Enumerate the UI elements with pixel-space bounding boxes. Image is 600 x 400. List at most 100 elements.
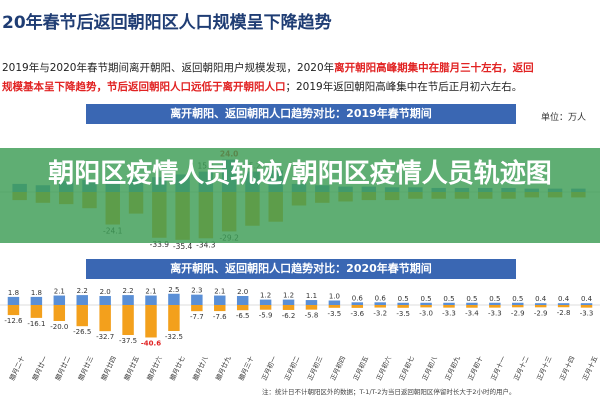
x-tick-label: 正月初二 (282, 354, 301, 382)
data-label: -35.4 (173, 242, 193, 249)
bar-return-2020 (580, 305, 593, 308)
bar-leave-2020 (443, 302, 455, 305)
overlay-title: 朝阳区疫情人员轨迹/朝阳区疫情人员轨迹图 (48, 159, 552, 189)
bar-leave-2020 (466, 302, 478, 305)
data-label: -7.6 (213, 313, 227, 321)
bar-leave-2020 (351, 302, 364, 305)
data-label: 0.4 (581, 295, 593, 303)
x-tick-label: 腊月廿九 (213, 354, 232, 382)
bar-return-2020 (534, 305, 547, 308)
x-tick-label: 腊月廿二 (53, 354, 72, 382)
x-tick-label: 正月初六 (374, 354, 393, 382)
bar-leave-2020 (99, 296, 111, 305)
description-text: 2019年与2020年春节期间离开朝阳、返回朝阳用户规模发现，2020年 (2, 62, 335, 74)
bar-leave-2020 (328, 300, 341, 305)
x-tick-label: 腊月二十 (7, 354, 26, 382)
description-line-1: 2019年与2020年春节期间离开朝阳、返回朝阳用户规模发现，2020年离开朝阳… (2, 60, 598, 75)
x-tick-label: 正月初十 (466, 354, 485, 382)
x-tick-label: 正月初八 (420, 354, 439, 382)
bar-return-2020 (53, 305, 66, 321)
data-label: -34.3 (196, 240, 216, 249)
bar-return-2020 (214, 305, 226, 312)
x-tick-label: 腊月廿四 (99, 354, 118, 381)
bar-leave-2020 (236, 296, 249, 305)
bar-leave-2020 (214, 295, 226, 305)
description-text: ；2019年返回朝阳高峰集中在节后正月初六左右。 (285, 81, 523, 93)
bar-leave-2020 (7, 296, 20, 305)
bar-return-2020 (420, 305, 432, 308)
unit-label: 单位：万人 (540, 113, 586, 123)
bar-return-2020 (466, 305, 478, 308)
data-label: 2.2 (123, 287, 134, 295)
data-label: -32.5 (165, 333, 183, 341)
bar-leave-2020 (534, 303, 547, 305)
data-label: 2.2 (77, 287, 88, 295)
data-label: -3.3 (442, 310, 456, 318)
bar-leave-2020 (512, 302, 524, 305)
bar-leave-2020 (191, 294, 203, 305)
bar-return-2020 (489, 305, 501, 308)
bar-leave-2020 (30, 296, 43, 305)
bar-return-2020 (351, 305, 364, 308)
data-label: -2.8 (557, 309, 571, 317)
data-label: -5.9 (259, 312, 273, 320)
bar-return-2020 (443, 305, 455, 308)
data-label: 2.1 (145, 288, 156, 296)
bar-leave-2020 (305, 300, 318, 305)
x-tick-label: 腊月廿八 (191, 354, 210, 382)
x-tick-label: 正月十四 (557, 354, 576, 381)
x-tick-label: 腊月廿五 (122, 354, 141, 382)
bar-leave-2020 (374, 302, 386, 305)
bar-leave-2020 (76, 295, 88, 305)
x-tick-label: 正月十一 (489, 354, 508, 382)
data-label: 1.8 (31, 289, 42, 297)
data-label: -12.6 (4, 317, 23, 325)
data-label: 2.0 (237, 288, 248, 296)
data-label: 0.5 (443, 295, 454, 303)
data-label: -16.1 (27, 320, 45, 328)
data-label: -20.0 (50, 323, 68, 331)
data-label: 2.3 (191, 287, 202, 295)
x-tick-label: 腊月廿七 (168, 354, 187, 382)
chart-2020: 1.8 1.8 2.1 2.2 2.0 2.2 2.1 2.5 2.3 2.1 2.0 1.2 1.2 1… (0, 286, 600, 382)
x-tick-label: 正月初四 (328, 354, 347, 381)
page-title: 20年春节后返回朝阳区人口规模呈下降趋势 (2, 13, 332, 33)
data-label: -7.7 (190, 313, 204, 321)
bar-leave-2020 (557, 303, 570, 305)
data-label: -37.5 (119, 337, 137, 345)
footnote: 注：统计日不计朝阳区外的数据；T-1/T-2为当日返回朝阳区停留时长大于2小时的… (262, 388, 516, 396)
x-tick-label: 正月初五 (351, 354, 370, 382)
data-label: -40.6 (141, 339, 161, 347)
bar-return-2020 (512, 305, 524, 308)
x-tick-label: 腊月廿一 (30, 354, 49, 382)
data-label: -3.4 (465, 310, 479, 318)
bar-return-2020 (236, 305, 249, 311)
bar-return-2020 (168, 305, 180, 331)
bar-return-2020 (305, 305, 318, 310)
data-label: -5.8 (305, 312, 319, 320)
description-line-2: 规模基本呈下降趋势，节后返回朝阳人口远低于离开朝阳人口；2019年返回朝阳高峰集… (2, 79, 598, 94)
bar-leave-2020 (259, 299, 272, 305)
data-label: -26.5 (73, 328, 91, 336)
x-tick-label: 正月初三 (305, 354, 324, 382)
x-tick-label: 正月十二 (511, 354, 530, 382)
data-label: -3.6 (350, 310, 364, 318)
data-label: -3.5 (328, 310, 342, 318)
data-label: -6.2 (282, 312, 296, 320)
data-label: 2.1 (54, 288, 65, 296)
bar-return-2020 (145, 305, 157, 338)
x-tick-label: 腊月廿六 (145, 354, 164, 382)
x-tick-label: 正月初一 (259, 354, 278, 382)
bar-return-2020 (30, 305, 43, 318)
data-label: -3.2 (373, 310, 387, 318)
data-label: 0.5 (421, 295, 432, 303)
description-highlight: 规模基本呈下降趋势，节后返回朝阳人口远低于离开朝阳人口 (2, 81, 286, 93)
bar-leave-2020 (420, 302, 432, 305)
data-label: 0.6 (375, 294, 387, 302)
data-label: 0.5 (398, 295, 409, 303)
data-label: 1.2 (283, 292, 294, 300)
data-label: 2.1 (214, 288, 225, 296)
data-label: -2.9 (511, 309, 525, 317)
data-label: 0.4 (558, 295, 570, 303)
data-label: 2.5 (168, 286, 179, 294)
